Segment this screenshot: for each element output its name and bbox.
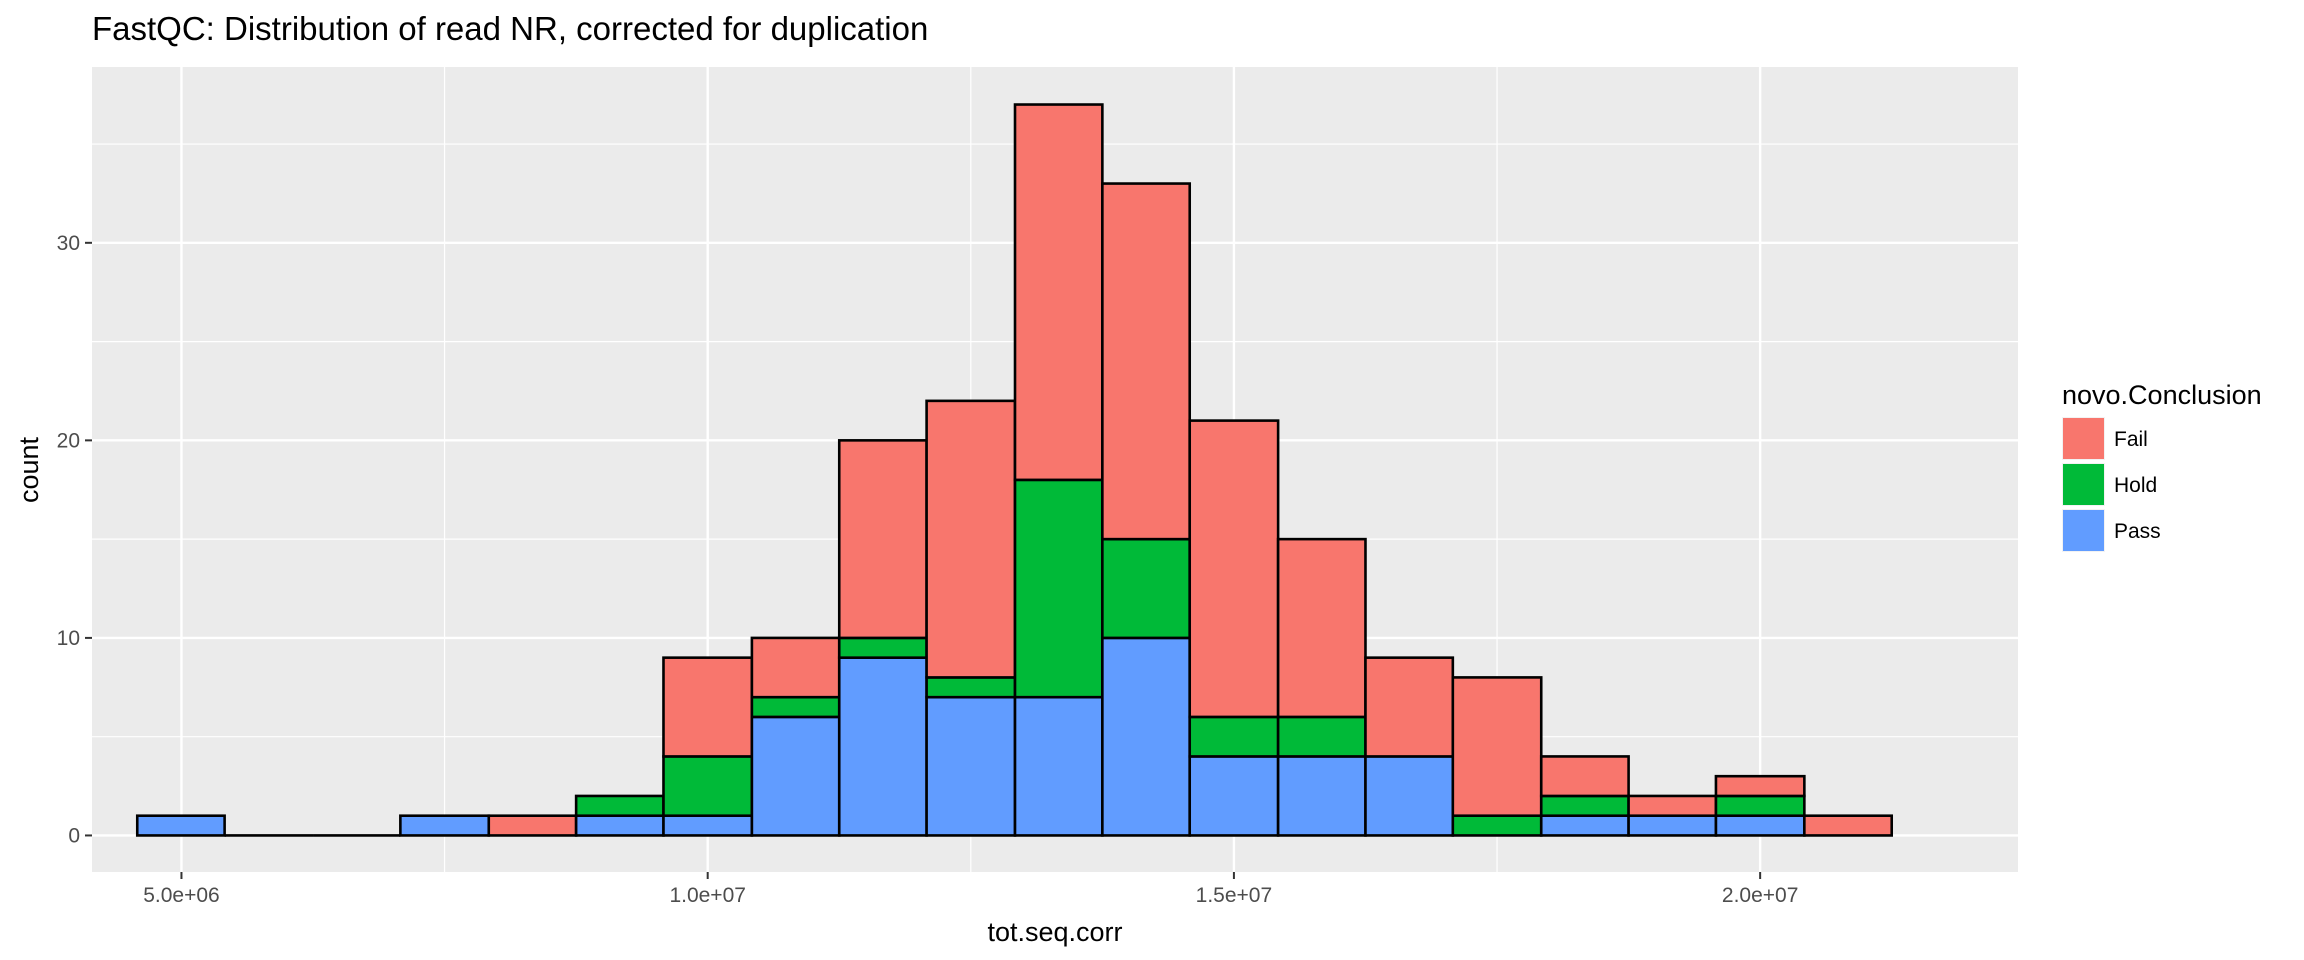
y-axis-title: count xyxy=(14,436,44,503)
legend: novo.Conclusion Fail Hold Pass xyxy=(2062,380,2262,552)
x-tick-label: 2.0e+07 xyxy=(1722,884,1799,907)
bar-fail-14 xyxy=(1364,656,1455,758)
bar-pass-11 xyxy=(1101,636,1192,837)
bar-hold-9 xyxy=(925,676,1017,699)
y-tick-label: 0 xyxy=(68,824,80,847)
bar-pass-13 xyxy=(1276,755,1367,837)
bar-hold-5 xyxy=(574,794,665,817)
legend-swatch-fail xyxy=(2063,418,2104,459)
bar-hold-7 xyxy=(750,695,841,719)
bar-hold-13 xyxy=(1276,715,1367,758)
y-tick-label: 30 xyxy=(57,232,80,255)
bar-fail-12 xyxy=(1188,419,1280,719)
bar-pass-10 xyxy=(1013,695,1104,837)
legend-title: novo.Conclusion xyxy=(2062,380,2262,410)
legend-items: Fail Hold Pass xyxy=(2062,417,2161,552)
bar-hold-16 xyxy=(1539,794,1630,817)
x-axis: 5.0e+06 1.0e+07 1.5e+07 2.0e+07 xyxy=(143,872,1798,907)
bar-fail-7 xyxy=(750,636,841,699)
bar-hold-8 xyxy=(837,636,928,659)
bar-hold-18 xyxy=(1714,794,1806,817)
bar-fail-9 xyxy=(925,399,1017,679)
bar-fail-8 xyxy=(837,439,928,640)
bar-pass-18 xyxy=(1714,814,1806,837)
bar-hold-12 xyxy=(1188,715,1280,758)
bar-hold-10 xyxy=(1013,478,1104,699)
y-tick-label: 10 xyxy=(57,627,80,650)
bar-pass-17 xyxy=(1627,814,1718,837)
y-tick-label: 20 xyxy=(57,429,80,452)
bar-fail-15 xyxy=(1451,676,1543,817)
chart-title: FastQC: Distribution of read NR, correct… xyxy=(92,10,928,47)
bar-fail-19 xyxy=(1803,814,1894,837)
bar-pass-5 xyxy=(574,814,665,837)
legend-label-fail: Fail xyxy=(2114,428,2148,451)
bar-hold-15 xyxy=(1451,814,1543,837)
bar-fail-16 xyxy=(1539,755,1630,798)
bar-fail-18 xyxy=(1714,774,1806,798)
bar-pass-0 xyxy=(135,814,226,837)
bar-pass-14 xyxy=(1364,755,1455,837)
bar-pass-9 xyxy=(925,695,1017,837)
bar-fail-11 xyxy=(1101,182,1192,541)
legend-label-hold: Hold xyxy=(2114,474,2157,497)
bar-hold-11 xyxy=(1101,537,1192,640)
legend-label-pass: Pass xyxy=(2114,520,2161,543)
bar-pass-3 xyxy=(399,814,491,837)
y-axis: 0 10 20 30 xyxy=(57,232,92,847)
bar-fail-10 xyxy=(1013,103,1104,482)
bar-pass-16 xyxy=(1539,814,1630,837)
legend-swatch-hold xyxy=(2063,464,2104,505)
bar-pass-8 xyxy=(837,656,928,837)
x-tick-label: 1.5e+07 xyxy=(1196,884,1273,907)
bar-hold-6 xyxy=(662,755,754,817)
bar-fail-13 xyxy=(1276,537,1367,719)
x-tick-label: 5.0e+06 xyxy=(143,884,220,907)
bar-fail-6 xyxy=(662,656,754,758)
bar-fail-17 xyxy=(1627,794,1718,817)
bar-pass-6 xyxy=(662,814,754,837)
bar-fail-4 xyxy=(487,814,578,837)
x-tick-label: 1.0e+07 xyxy=(669,884,746,907)
bar-pass-12 xyxy=(1188,755,1280,837)
bar-pass-7 xyxy=(750,715,841,837)
x-axis-title: tot.seq.corr xyxy=(987,917,1122,947)
legend-swatch-pass xyxy=(2063,510,2104,551)
bar-group xyxy=(135,103,1894,837)
